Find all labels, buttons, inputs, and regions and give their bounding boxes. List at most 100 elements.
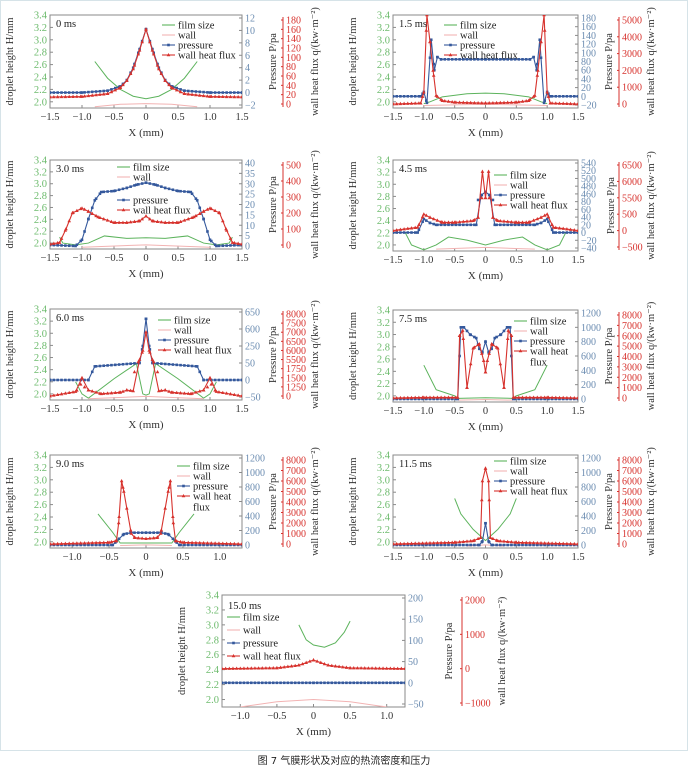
heat-flux-tick-label: 0 — [622, 100, 627, 111]
heat-flux-marker — [535, 540, 540, 545]
series-line-wall — [436, 246, 535, 250]
pressure-tick-label: 150 — [408, 615, 423, 626]
x-tick-label: 1.0 — [380, 711, 393, 722]
heat-flux-tick-label: 3000 — [286, 508, 306, 519]
heat-flux-marker — [82, 94, 87, 98]
heat-flux-tick-label: 4000 — [622, 352, 642, 363]
heat-flux-marker — [505, 539, 510, 543]
pressure-tick-label: 0 — [245, 541, 250, 552]
pressure-marker — [573, 231, 576, 234]
heat-flux-marker — [554, 395, 558, 399]
heat-flux-marker — [465, 385, 469, 389]
heat-flux-tick-label: 8000 — [286, 456, 306, 467]
height-tick-label: 2.8 — [34, 48, 47, 59]
heat-flux-marker — [140, 536, 144, 540]
heat-flux-marker — [561, 226, 565, 230]
plot-frame — [221, 594, 406, 708]
pressure-marker — [428, 56, 432, 60]
pressure-marker — [83, 91, 86, 94]
pressure-marker — [67, 378, 71, 382]
heat-flux-marker — [151, 536, 156, 540]
pressure-tick-label: 80 — [581, 57, 591, 68]
heat-flux-marker — [205, 94, 210, 98]
pressure-marker — [481, 540, 484, 543]
x-tick-label: −1.0 — [231, 711, 250, 722]
pressure-marker — [469, 543, 472, 547]
pressure-marker — [421, 543, 424, 547]
pressure-marker — [140, 348, 144, 351]
pressure-tick-label: 480 — [581, 182, 596, 193]
legend-label-wall: wall — [178, 31, 196, 42]
heat-flux-marker — [155, 219, 160, 223]
pressure-marker — [50, 91, 52, 94]
legend-label-wall-heat-flux: wall heat flux — [178, 51, 236, 62]
heat-flux-marker — [105, 391, 110, 395]
heat-flux-marker — [381, 666, 385, 670]
heat-flux-marker — [524, 540, 528, 544]
heat-flux-marker — [435, 540, 440, 545]
pressure-tick-label: 0 — [581, 228, 586, 239]
heat-flux-axis-label: wall heat flux q/(kw·m⁻²) — [646, 7, 657, 116]
heat-flux-marker — [402, 541, 406, 546]
heat-flux-marker — [446, 540, 451, 544]
x-axis-label: X (mm) — [296, 726, 331, 738]
pressure-tick-label: 0 — [581, 92, 586, 103]
pressure-marker — [110, 189, 113, 193]
heat-flux-marker — [461, 100, 466, 104]
pressure-marker — [402, 95, 406, 98]
height-tick-label: 2.2 — [377, 379, 390, 390]
heat-flux-marker — [528, 540, 532, 545]
legend-label-wall: wall — [133, 173, 151, 184]
pressure-marker — [495, 223, 498, 227]
heat-flux-tick-label: 2000 — [622, 373, 642, 384]
pressure-marker — [510, 223, 513, 227]
height-axis-label: droplet height H/mm — [5, 457, 16, 545]
heat-flux-tick-label: −1000 — [465, 699, 491, 710]
height-tick-label: 3.2 — [34, 167, 47, 178]
pressure-marker — [495, 543, 498, 547]
pressure-marker — [213, 543, 217, 547]
pressure-marker — [71, 244, 75, 248]
chart-panel-0: −1.5 −1.0 −0.5 0 0.5 1.0 1.5 X (mm) 2.02.22.4 2.6… — [5, 7, 321, 139]
legend-marker — [498, 203, 503, 207]
heat-flux-marker — [223, 666, 228, 670]
pressure-axis-label: Pressure P/pa — [604, 33, 615, 90]
heat-flux-marker — [121, 389, 125, 393]
height-tick-label: 3.4 — [377, 156, 391, 167]
heat-flux-marker — [428, 541, 432, 545]
heat-flux-marker — [213, 541, 217, 545]
pressure-marker — [110, 88, 113, 91]
pressure-tick-label: 600 — [581, 497, 596, 508]
pressure-marker — [190, 364, 194, 368]
heat-flux-tick-label: 200 — [286, 209, 301, 220]
pressure-marker — [106, 364, 109, 367]
pressure-tick-label: 800 — [581, 483, 596, 494]
pressure-marker — [484, 340, 487, 343]
heat-flux-marker — [460, 328, 465, 332]
pressure-marker — [402, 231, 406, 234]
legend-marker — [519, 339, 522, 343]
height-tick-label: 2.2 — [377, 525, 390, 536]
pressure-tick-label: 600 — [245, 497, 260, 508]
heat-flux-axis-label: wall heat flux q/(kw·m⁻²) — [646, 151, 657, 260]
heat-flux-marker — [94, 540, 98, 545]
heat-flux-marker — [67, 219, 71, 223]
pressure-marker — [558, 95, 561, 98]
heat-flux-marker — [105, 91, 110, 96]
heat-flux-marker — [132, 369, 137, 374]
heat-flux-marker — [311, 658, 316, 662]
plot-frame — [392, 309, 579, 403]
heat-flux-marker — [488, 535, 493, 539]
pressure-marker — [156, 531, 159, 534]
heat-flux-marker — [392, 666, 396, 670]
height-tick-label: 2.4 — [377, 513, 391, 524]
pressure-marker — [64, 378, 67, 382]
heat-flux-marker — [446, 220, 451, 224]
legend-label-pressure: pressure — [178, 41, 213, 52]
pressure-marker — [476, 58, 480, 61]
heat-flux-marker — [144, 27, 148, 31]
heat-flux-marker — [209, 541, 214, 545]
pressure-marker — [179, 363, 182, 367]
heat-flux-tick-label: 6500 — [286, 337, 306, 348]
